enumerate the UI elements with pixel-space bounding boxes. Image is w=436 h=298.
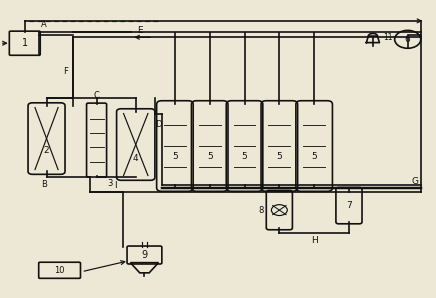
Text: 8: 8 (258, 206, 264, 215)
Text: 5: 5 (207, 152, 213, 162)
Text: E: E (137, 26, 143, 35)
Text: 7: 7 (346, 201, 352, 210)
Text: 9: 9 (141, 250, 147, 260)
Text: 4: 4 (133, 154, 139, 164)
Text: 3: 3 (107, 179, 112, 188)
Text: G: G (412, 177, 419, 186)
Text: 1: 1 (22, 38, 28, 48)
Text: 2: 2 (44, 146, 49, 155)
Text: A: A (41, 20, 47, 29)
Text: 5: 5 (172, 152, 178, 162)
Text: 10: 10 (54, 266, 65, 275)
Text: C: C (94, 91, 99, 100)
Text: I: I (114, 181, 116, 190)
Text: 5: 5 (311, 152, 317, 162)
Text: B: B (41, 180, 47, 189)
Text: F: F (63, 67, 68, 76)
Text: 5: 5 (242, 152, 247, 162)
Text: 5: 5 (276, 152, 282, 162)
Text: 6: 6 (405, 35, 411, 44)
Text: D: D (155, 120, 161, 129)
Text: H: H (311, 236, 317, 245)
Text: 11: 11 (383, 33, 392, 42)
